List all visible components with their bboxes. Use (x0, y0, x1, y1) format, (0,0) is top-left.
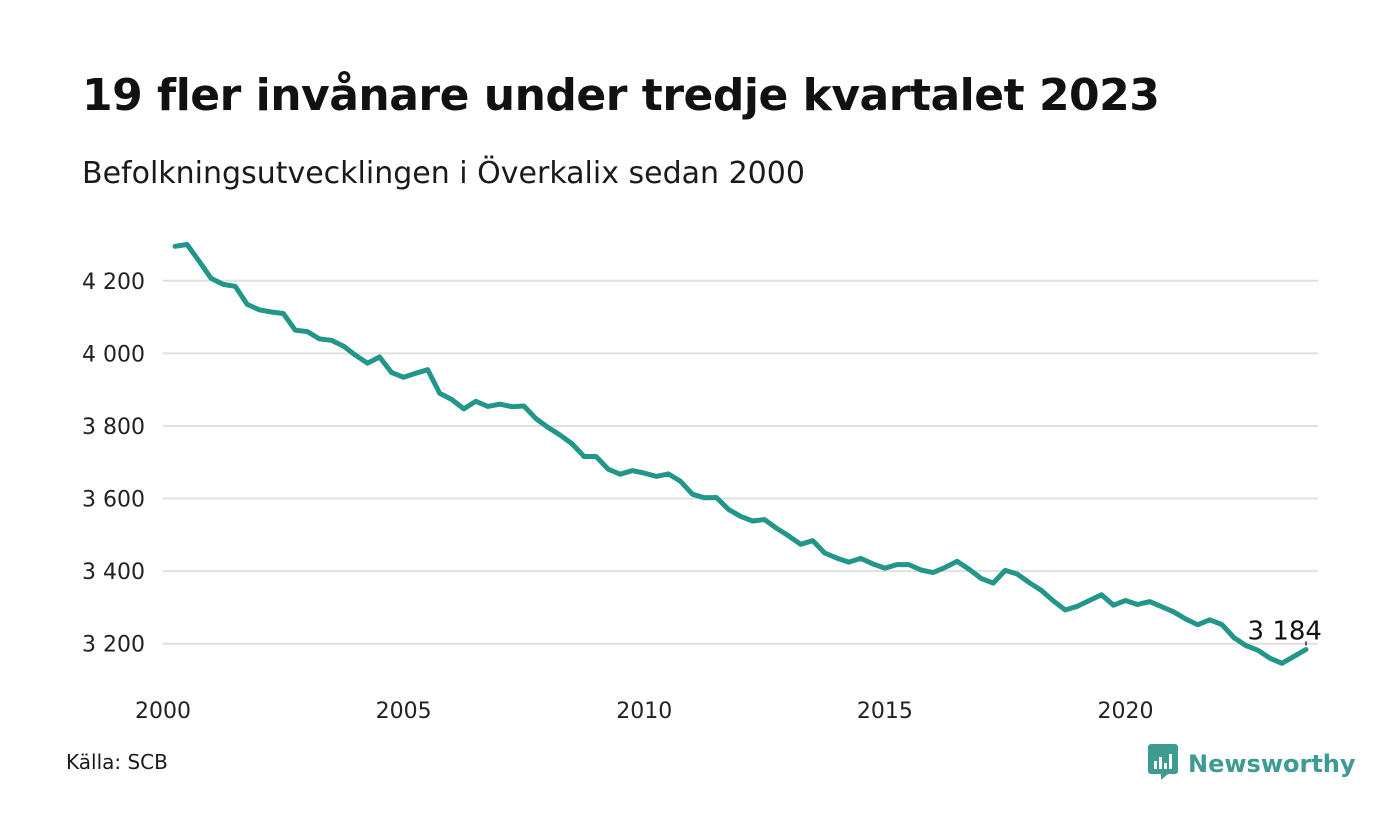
x-tick-label: 2020 (1098, 699, 1154, 724)
y-tick-label: 3 200 (82, 633, 145, 658)
x-tick-label: 2005 (376, 699, 432, 724)
y-tick-label: 3 400 (82, 560, 145, 585)
brand-name: Newsworthy (1188, 750, 1356, 778)
chart-title: 19 fler invånare under tredje kvartalet … (82, 70, 1160, 121)
end-value-label: 3 184 (1248, 617, 1322, 647)
y-tick-label: 3 600 (82, 488, 145, 513)
x-tick-label: 2000 (135, 699, 191, 724)
chart-bubble-icon (1148, 744, 1178, 784)
x-tick-label: 2015 (857, 699, 913, 724)
source-note: Källa: SCB (66, 750, 168, 774)
chart-subtitle: Befolkningsutvecklingen i Överkalix seda… (82, 156, 805, 191)
y-tick-label: 4 000 (82, 342, 145, 367)
x-tick-label: 2010 (616, 699, 672, 724)
y-tick-label: 3 800 (82, 415, 145, 440)
brand-logo: Newsworthy (1148, 744, 1356, 784)
y-tick-label: 4 200 (82, 270, 145, 295)
series-line (172, 242, 1309, 666)
